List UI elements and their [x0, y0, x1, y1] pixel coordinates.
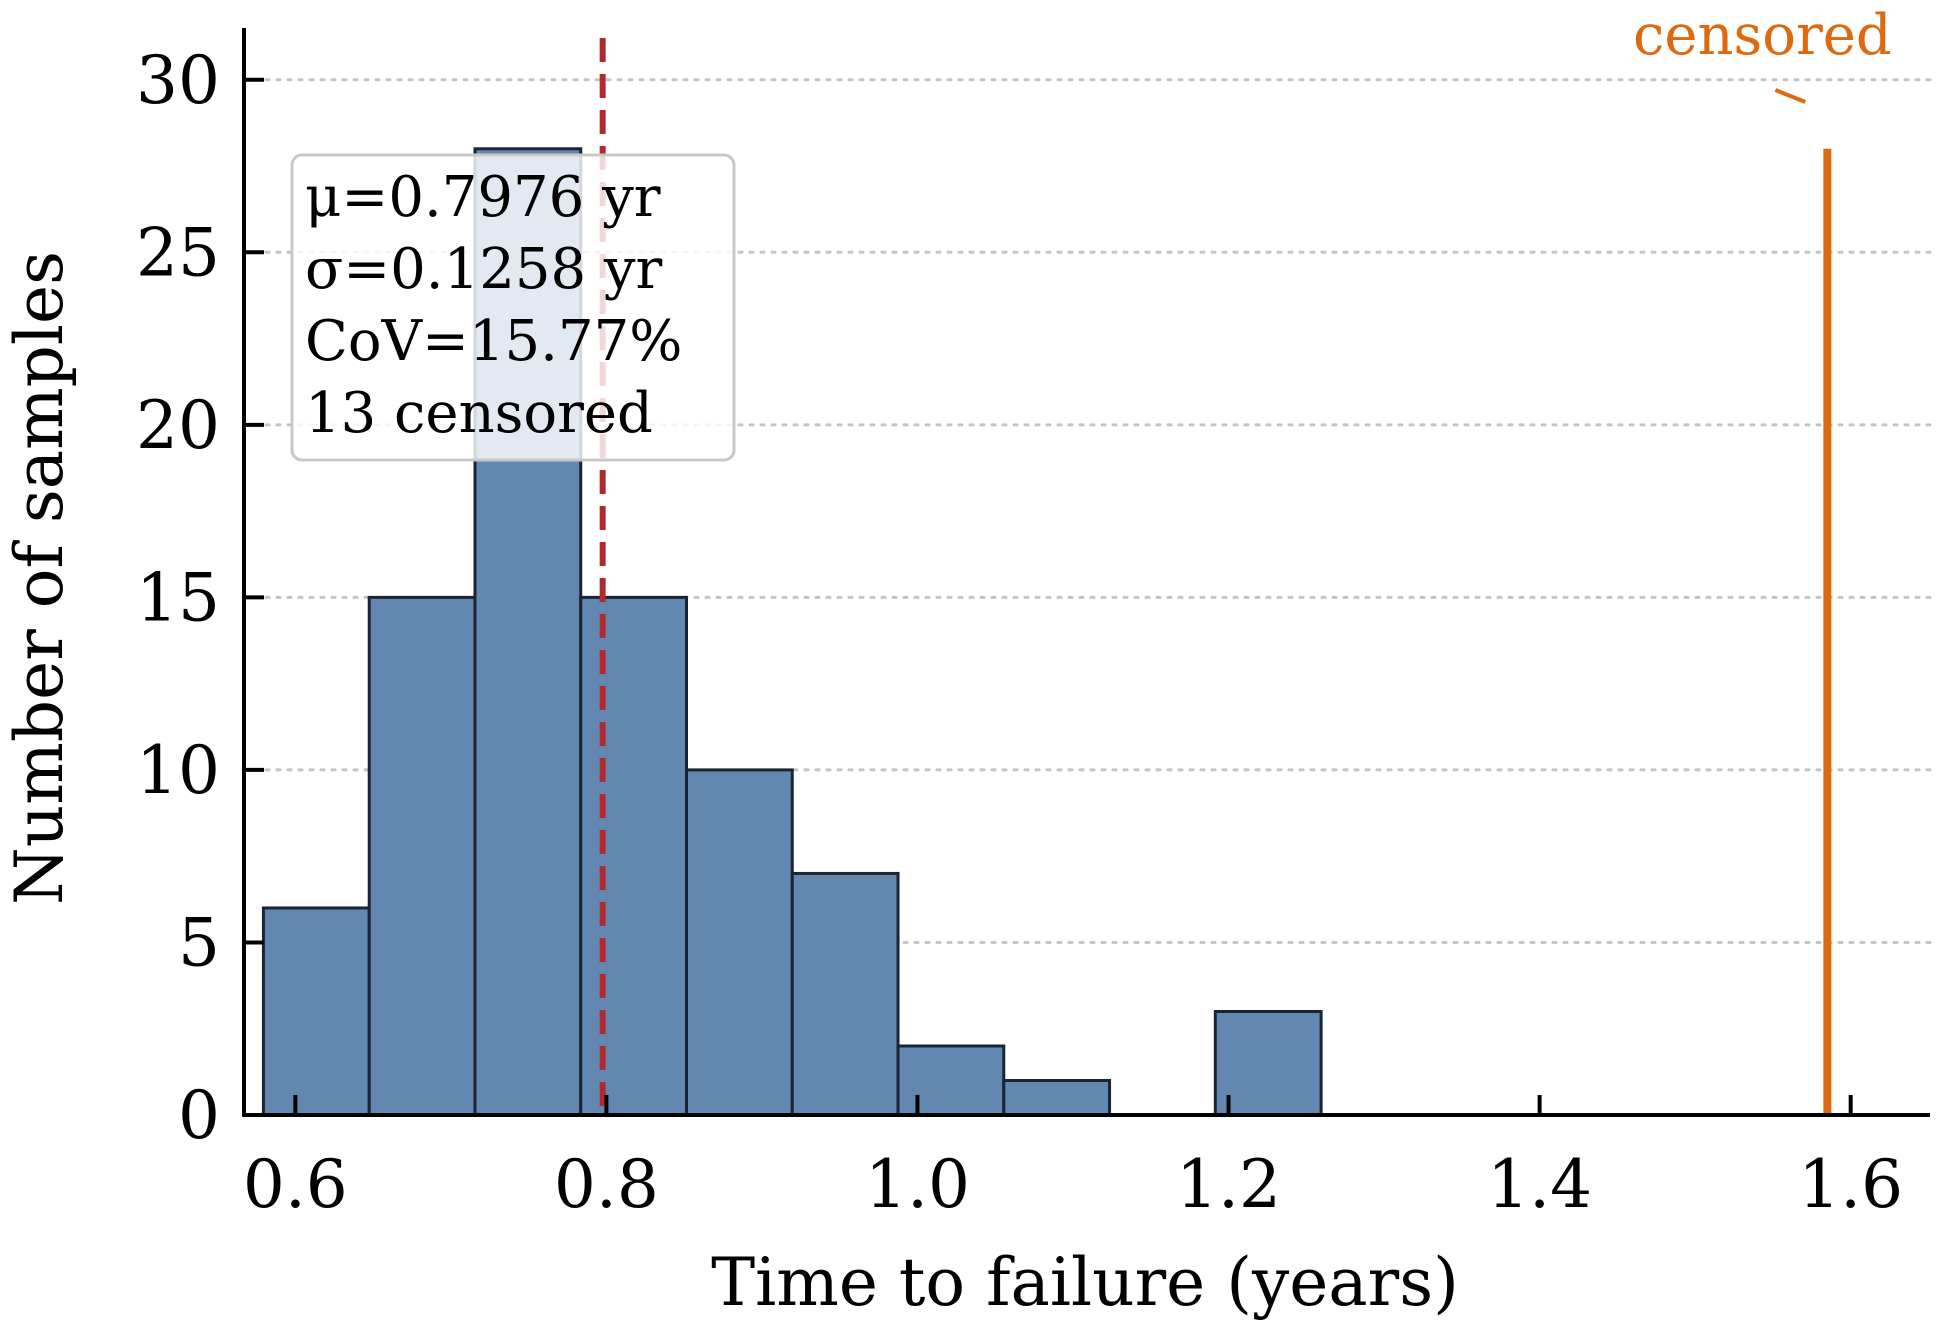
axes: 0.6 0.8 1.0 1.2 1.4 1.6 0 5 10 15 20 25 30	[136, 28, 1930, 1223]
histogram-bar	[1002, 1078, 1112, 1117]
y-tick-label: 20	[136, 387, 220, 464]
x-tick-label: 0.6	[243, 1146, 348, 1223]
histogram-bars	[261, 147, 1323, 1117]
censored-arrow	[1774, 88, 1807, 104]
x-tick-label: 1.2	[1176, 1146, 1281, 1223]
y-tick-label: 25	[136, 214, 220, 291]
stats-std: σ=0.1258 yr	[305, 237, 663, 302]
stats-box: μ=0.7976 yr σ=0.1258 yr CoV=15.77% 13 ce…	[290, 153, 736, 462]
histogram-bar	[684, 768, 794, 1117]
censored-annotation: censored	[1633, 3, 1892, 68]
histogram-bar	[790, 871, 900, 1117]
y-tick-label: 0	[178, 1077, 220, 1154]
x-tick-label: 0.8	[554, 1146, 659, 1223]
stats-mean: μ=0.7976 yr	[305, 165, 661, 230]
y-tick-label: 15	[136, 559, 220, 636]
stats-cov: CoV=15.77%	[305, 309, 682, 374]
censored-layer: censored	[1633, 3, 1892, 1115]
y-tick-label: 5	[178, 904, 220, 981]
x-tick-label: 1.4	[1487, 1146, 1592, 1223]
histogram-bar	[896, 1044, 1006, 1117]
y-tick-label: 10	[136, 732, 220, 809]
x-tick-label: 1.6	[1798, 1146, 1903, 1223]
stats-censored: 13 censored	[305, 381, 653, 446]
stats-box-frame	[290, 153, 736, 462]
histogram-bar	[579, 595, 688, 1117]
y-axis-label: Number of samples	[1, 251, 78, 905]
x-axis-label: Time to failure (years)	[711, 1244, 1459, 1321]
x-tick-label: 1.0	[865, 1146, 970, 1223]
histogram-bar	[1213, 1009, 1323, 1117]
y-tick-label: 30	[136, 42, 220, 119]
histogram-bar	[367, 595, 477, 1117]
histogram-bar	[261, 906, 371, 1117]
